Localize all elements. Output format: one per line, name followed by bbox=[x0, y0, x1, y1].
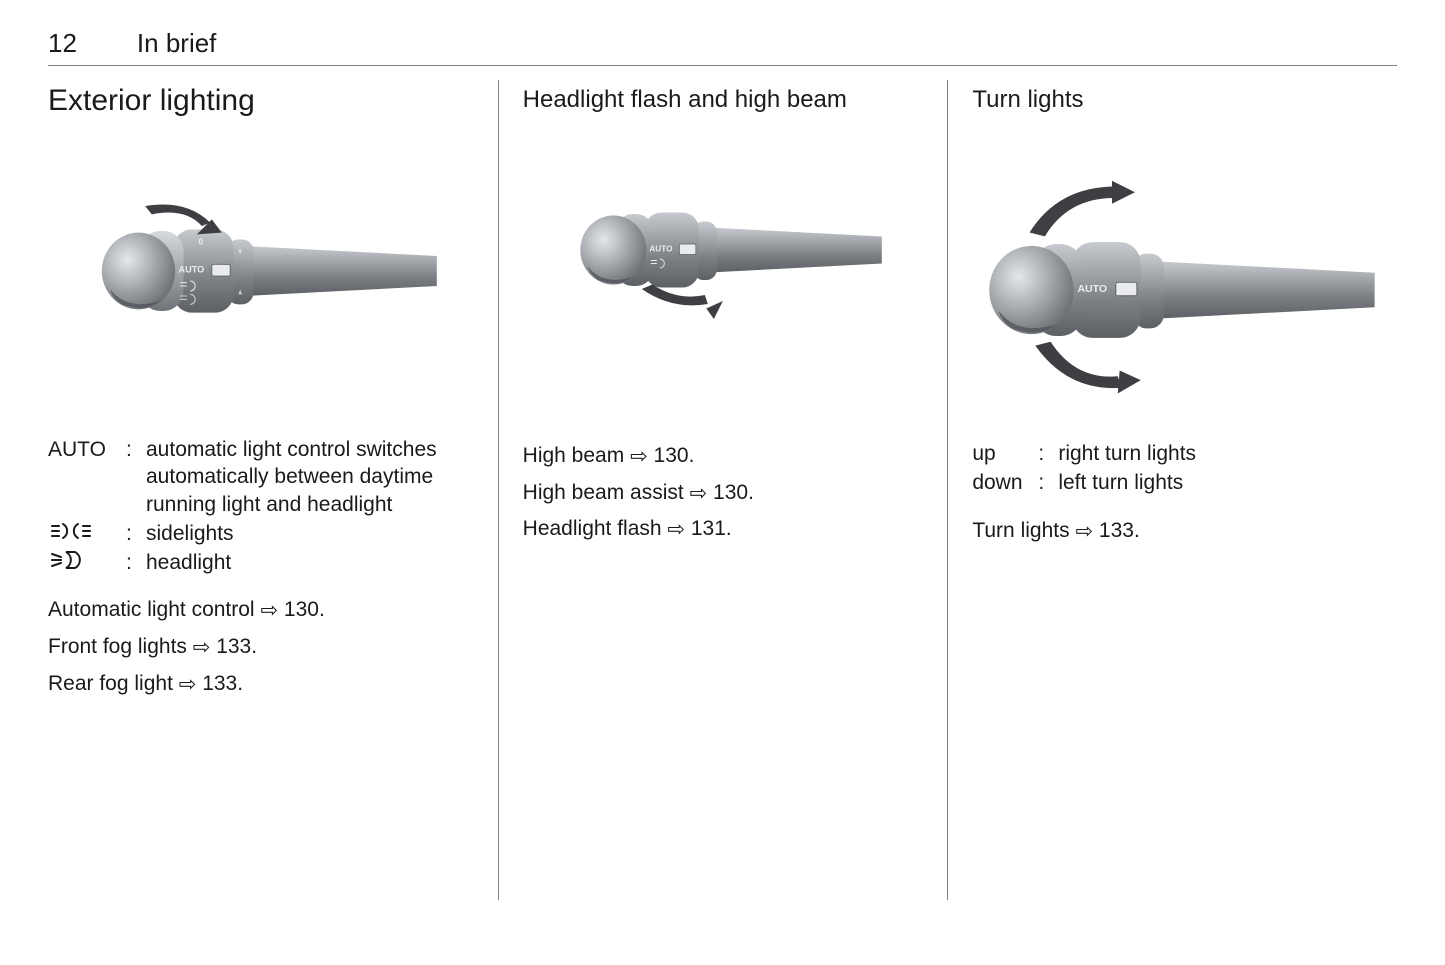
svg-text:AUTO: AUTO bbox=[1078, 283, 1108, 295]
refs-turn-lights: Turn lights ⇨ 133. bbox=[972, 515, 1375, 548]
svg-text:AUTO: AUTO bbox=[649, 245, 673, 254]
three-column-layout: Exterior lighting bbox=[48, 80, 1397, 900]
lever-down-arrow-icon bbox=[1036, 342, 1141, 394]
ref-arrow-icon: ⇨ bbox=[667, 514, 685, 547]
def-colon: : bbox=[1038, 440, 1050, 467]
def-desc-sidelights: sidelights bbox=[146, 520, 476, 547]
ref-page: 130 bbox=[654, 444, 689, 467]
def-row-headlight: : headlight bbox=[48, 549, 476, 576]
ref-arrow-icon: ⇨ bbox=[630, 441, 648, 474]
stalk-rotary-svg: 0 AUTO bbox=[48, 196, 476, 346]
ref-page: 130 bbox=[284, 598, 319, 621]
ref-headlight-flash: Headlight flash ⇨ 131. bbox=[523, 513, 926, 546]
def-colon: : bbox=[126, 436, 138, 518]
ref-arrow-icon: ⇨ bbox=[193, 632, 211, 665]
pull-arrow-icon bbox=[641, 285, 722, 320]
def-row-auto: AUTO : automatic light control switches … bbox=[48, 436, 476, 518]
page-number: 12 bbox=[48, 28, 77, 59]
stalk-highbeam-svg: AUTO bbox=[523, 190, 926, 340]
ref-auto-light-control: Automatic light control ⇨ 130. bbox=[48, 594, 476, 627]
figure-stalk-rotary: 0 AUTO bbox=[48, 136, 476, 396]
column-high-beam: Headlight flash and high beam bbox=[498, 80, 948, 900]
heading-turn-lights: Turn lights bbox=[972, 86, 1375, 114]
rotate-arrow-icon bbox=[145, 205, 222, 235]
def-colon: : bbox=[1038, 469, 1050, 496]
heading-exterior-lighting: Exterior lighting bbox=[48, 84, 476, 118]
ref-arrow-icon: ⇨ bbox=[179, 669, 197, 702]
definitions-exterior-lighting: AUTO : automatic light control switches … bbox=[48, 436, 476, 576]
ref-arrow-icon: ⇨ bbox=[260, 595, 278, 628]
def-key-up: up bbox=[972, 440, 1030, 467]
heading-high-beam: Headlight flash and high beam bbox=[523, 86, 926, 114]
lever-up-arrow-icon bbox=[1030, 181, 1135, 237]
def-desc-headlight: headlight bbox=[146, 549, 476, 576]
def-colon: : bbox=[126, 549, 138, 576]
refs-exterior-lighting: Automatic light control ⇨ 130. Front fog… bbox=[48, 594, 476, 700]
ref-label: High beam assist bbox=[523, 481, 684, 504]
header-rule bbox=[48, 65, 1397, 66]
ref-arrow-icon: ⇨ bbox=[1075, 516, 1093, 549]
svg-text:AUTO: AUTO bbox=[178, 265, 204, 275]
figure-stalk-highbeam: AUTO bbox=[523, 130, 926, 390]
ref-label: Rear fog light bbox=[48, 672, 173, 695]
ref-high-beam-assist: High beam assist ⇨ 130. bbox=[523, 477, 926, 510]
ref-page: 131 bbox=[691, 517, 726, 540]
ref-page: 133 bbox=[216, 635, 251, 658]
def-colon: : bbox=[126, 520, 138, 547]
ref-arrow-icon: ⇨ bbox=[690, 478, 708, 511]
sidelights-icon bbox=[48, 520, 118, 547]
ref-page: 133 bbox=[202, 672, 237, 695]
ref-rear-fog: Rear fog light ⇨ 133. bbox=[48, 668, 476, 701]
ref-turn-lights: Turn lights ⇨ 133. bbox=[972, 515, 1375, 548]
def-row-up: up : right turn lights bbox=[972, 440, 1375, 467]
def-desc-auto: automatic light control switches automat… bbox=[146, 436, 476, 518]
def-desc-down: left turn lights bbox=[1058, 469, 1375, 496]
ref-label: Automatic light control bbox=[48, 598, 255, 621]
refs-high-beam: High beam ⇨ 130. High beam assist ⇨ 130.… bbox=[523, 440, 926, 546]
ref-high-beam: High beam ⇨ 130. bbox=[523, 440, 926, 473]
ref-label: Headlight flash bbox=[523, 517, 662, 540]
def-desc-up: right turn lights bbox=[1058, 440, 1375, 467]
ref-label: Front fog lights bbox=[48, 635, 187, 658]
ref-page: 130 bbox=[713, 481, 748, 504]
page-header: 12 In brief bbox=[48, 28, 1397, 65]
headlight-icon bbox=[48, 549, 118, 576]
svg-text:0: 0 bbox=[198, 236, 203, 246]
def-row-sidelights: : sidelights bbox=[48, 520, 476, 547]
ref-label: High beam bbox=[523, 444, 625, 467]
column-exterior-lighting: Exterior lighting bbox=[48, 80, 498, 900]
figure-stalk-turn: AUTO bbox=[972, 130, 1375, 430]
stalk-turn-svg: AUTO bbox=[972, 160, 1375, 420]
ref-front-fog: Front fog lights ⇨ 133. bbox=[48, 631, 476, 664]
chapter-title: In brief bbox=[137, 28, 217, 59]
def-key-auto: AUTO bbox=[48, 436, 118, 518]
definitions-turn-lights: up : right turn lights down : left turn … bbox=[972, 440, 1375, 497]
def-row-down: down : left turn lights bbox=[972, 469, 1375, 496]
ref-page: 133 bbox=[1099, 519, 1134, 542]
ref-label: Turn lights bbox=[972, 519, 1069, 542]
column-turn-lights: Turn lights bbox=[947, 80, 1397, 900]
def-key-down: down bbox=[972, 469, 1030, 496]
